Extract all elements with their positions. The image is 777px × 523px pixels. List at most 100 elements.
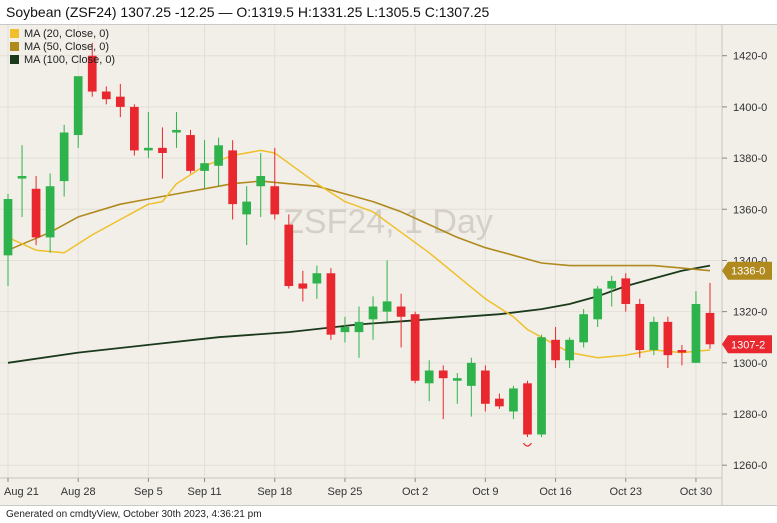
candle-body [523, 383, 532, 435]
candle-body [270, 186, 280, 215]
y-tick-label: 1420-0 [733, 51, 767, 63]
x-tick-label: Aug 28 [61, 486, 96, 498]
candle-body [691, 303, 701, 363]
candle-body [551, 339, 560, 361]
price-label-box [722, 335, 772, 354]
candle-body [396, 306, 406, 317]
ma50-price-label: 1336-0 [722, 261, 772, 280]
candle-body [495, 398, 504, 407]
candle [466, 357, 476, 417]
candle [158, 127, 167, 179]
price-label-text: 1307-2 [731, 339, 765, 351]
candle [607, 275, 617, 307]
x-tick-label: Sep 25 [328, 486, 363, 498]
candle-body [130, 106, 139, 151]
candle [101, 86, 111, 105]
chart-footer: Generated on cmdtyView, October 30th 202… [0, 505, 777, 523]
candle [424, 360, 434, 402]
candle-body [31, 188, 41, 238]
candle-body [214, 145, 223, 166]
candle-body [59, 132, 69, 182]
x-tick-label: Oct 30 [680, 486, 712, 498]
candle [326, 268, 336, 340]
candle-body [635, 303, 645, 351]
chart-canvas[interactable]: ZSF24, 1 Day 1260-01280-01300-01320-0134… [0, 25, 777, 505]
legend: MA (20, Close, 0)MA (50, Close, 0)MA (10… [10, 28, 115, 66]
candle [438, 365, 448, 420]
candle [452, 373, 462, 404]
candle [410, 311, 420, 384]
x-tick-label: Oct 2 [402, 486, 428, 498]
candle [200, 140, 209, 189]
legend-label: MA (100, Close, 0) [24, 54, 115, 66]
ma-50-line [7, 180, 711, 272]
candle-body [410, 314, 420, 381]
candle [144, 112, 153, 159]
time-axis: Aug 21 Aug 28 Sep 5 Sep 11 Sep 18 Sep 25 Oct 2… [4, 478, 712, 498]
y-tick-label: 1380-0 [733, 153, 767, 165]
candle [115, 83, 125, 118]
candle [523, 380, 532, 438]
candle-body [354, 321, 364, 333]
candle-body [284, 224, 294, 287]
candle-body [705, 312, 715, 345]
chart-title: Soybean (ZSF24) 1307.25 -12.25 — O:1319.… [6, 4, 490, 20]
candle-body [158, 147, 167, 153]
candle [649, 316, 659, 356]
candle-body [242, 201, 252, 215]
candle [635, 298, 645, 358]
price-labels: 1336-0 1307-2 [722, 261, 772, 354]
candle-body [115, 96, 125, 107]
candle [579, 309, 588, 348]
y-tick-label: 1400-0 [733, 102, 767, 114]
candle-body [368, 306, 378, 320]
candle [17, 145, 27, 217]
candle [3, 193, 13, 287]
candle-body [186, 135, 195, 171]
candle-body [172, 129, 181, 133]
candle-body [101, 91, 111, 100]
ma-100-line [7, 264, 711, 364]
low-marker [522, 442, 532, 447]
candle-body [45, 186, 55, 238]
legend-swatch [10, 42, 19, 51]
ma-20-line [7, 149, 711, 359]
candle [382, 260, 392, 322]
candle-body [17, 176, 27, 179]
candle-body [537, 337, 546, 435]
y-tick-label: 1280-0 [733, 409, 767, 421]
legend-swatch [10, 55, 19, 64]
candle [312, 265, 322, 299]
candle [214, 137, 223, 187]
candle [537, 334, 546, 438]
legend-label: MA (20, Close, 0) [24, 28, 109, 40]
candle [509, 385, 518, 420]
candle-body [340, 327, 350, 333]
candle-body [312, 273, 322, 284]
price-label-text: 1336-0 [731, 266, 765, 278]
candle-body [424, 370, 434, 384]
candle [242, 186, 252, 246]
candle-body [228, 150, 237, 205]
legend-swatch [10, 29, 19, 38]
candle [31, 176, 41, 246]
y-tick-label: 1300-0 [733, 358, 767, 370]
y-tick-label: 1320-0 [733, 307, 767, 319]
candle [186, 129, 195, 174]
legend-label: MA (50, Close, 0) [24, 41, 109, 53]
candle-body [256, 176, 266, 187]
candle [705, 282, 715, 349]
candle-body [607, 280, 617, 289]
candle [677, 344, 687, 366]
price-label-box [722, 261, 772, 280]
candle [354, 306, 364, 358]
candle [87, 42, 97, 97]
candle [172, 112, 181, 148]
candle-body [663, 321, 673, 356]
price-chart[interactable]: ZSF24, 1 Day 1260-0 1280-0 1300-0 1320-0 134… [0, 25, 777, 505]
candle [593, 286, 603, 327]
candle-body [382, 301, 392, 312]
moving-average-lines [7, 149, 711, 364]
x-tick-label: Oct 23 [610, 486, 642, 498]
candle-body [438, 370, 448, 379]
